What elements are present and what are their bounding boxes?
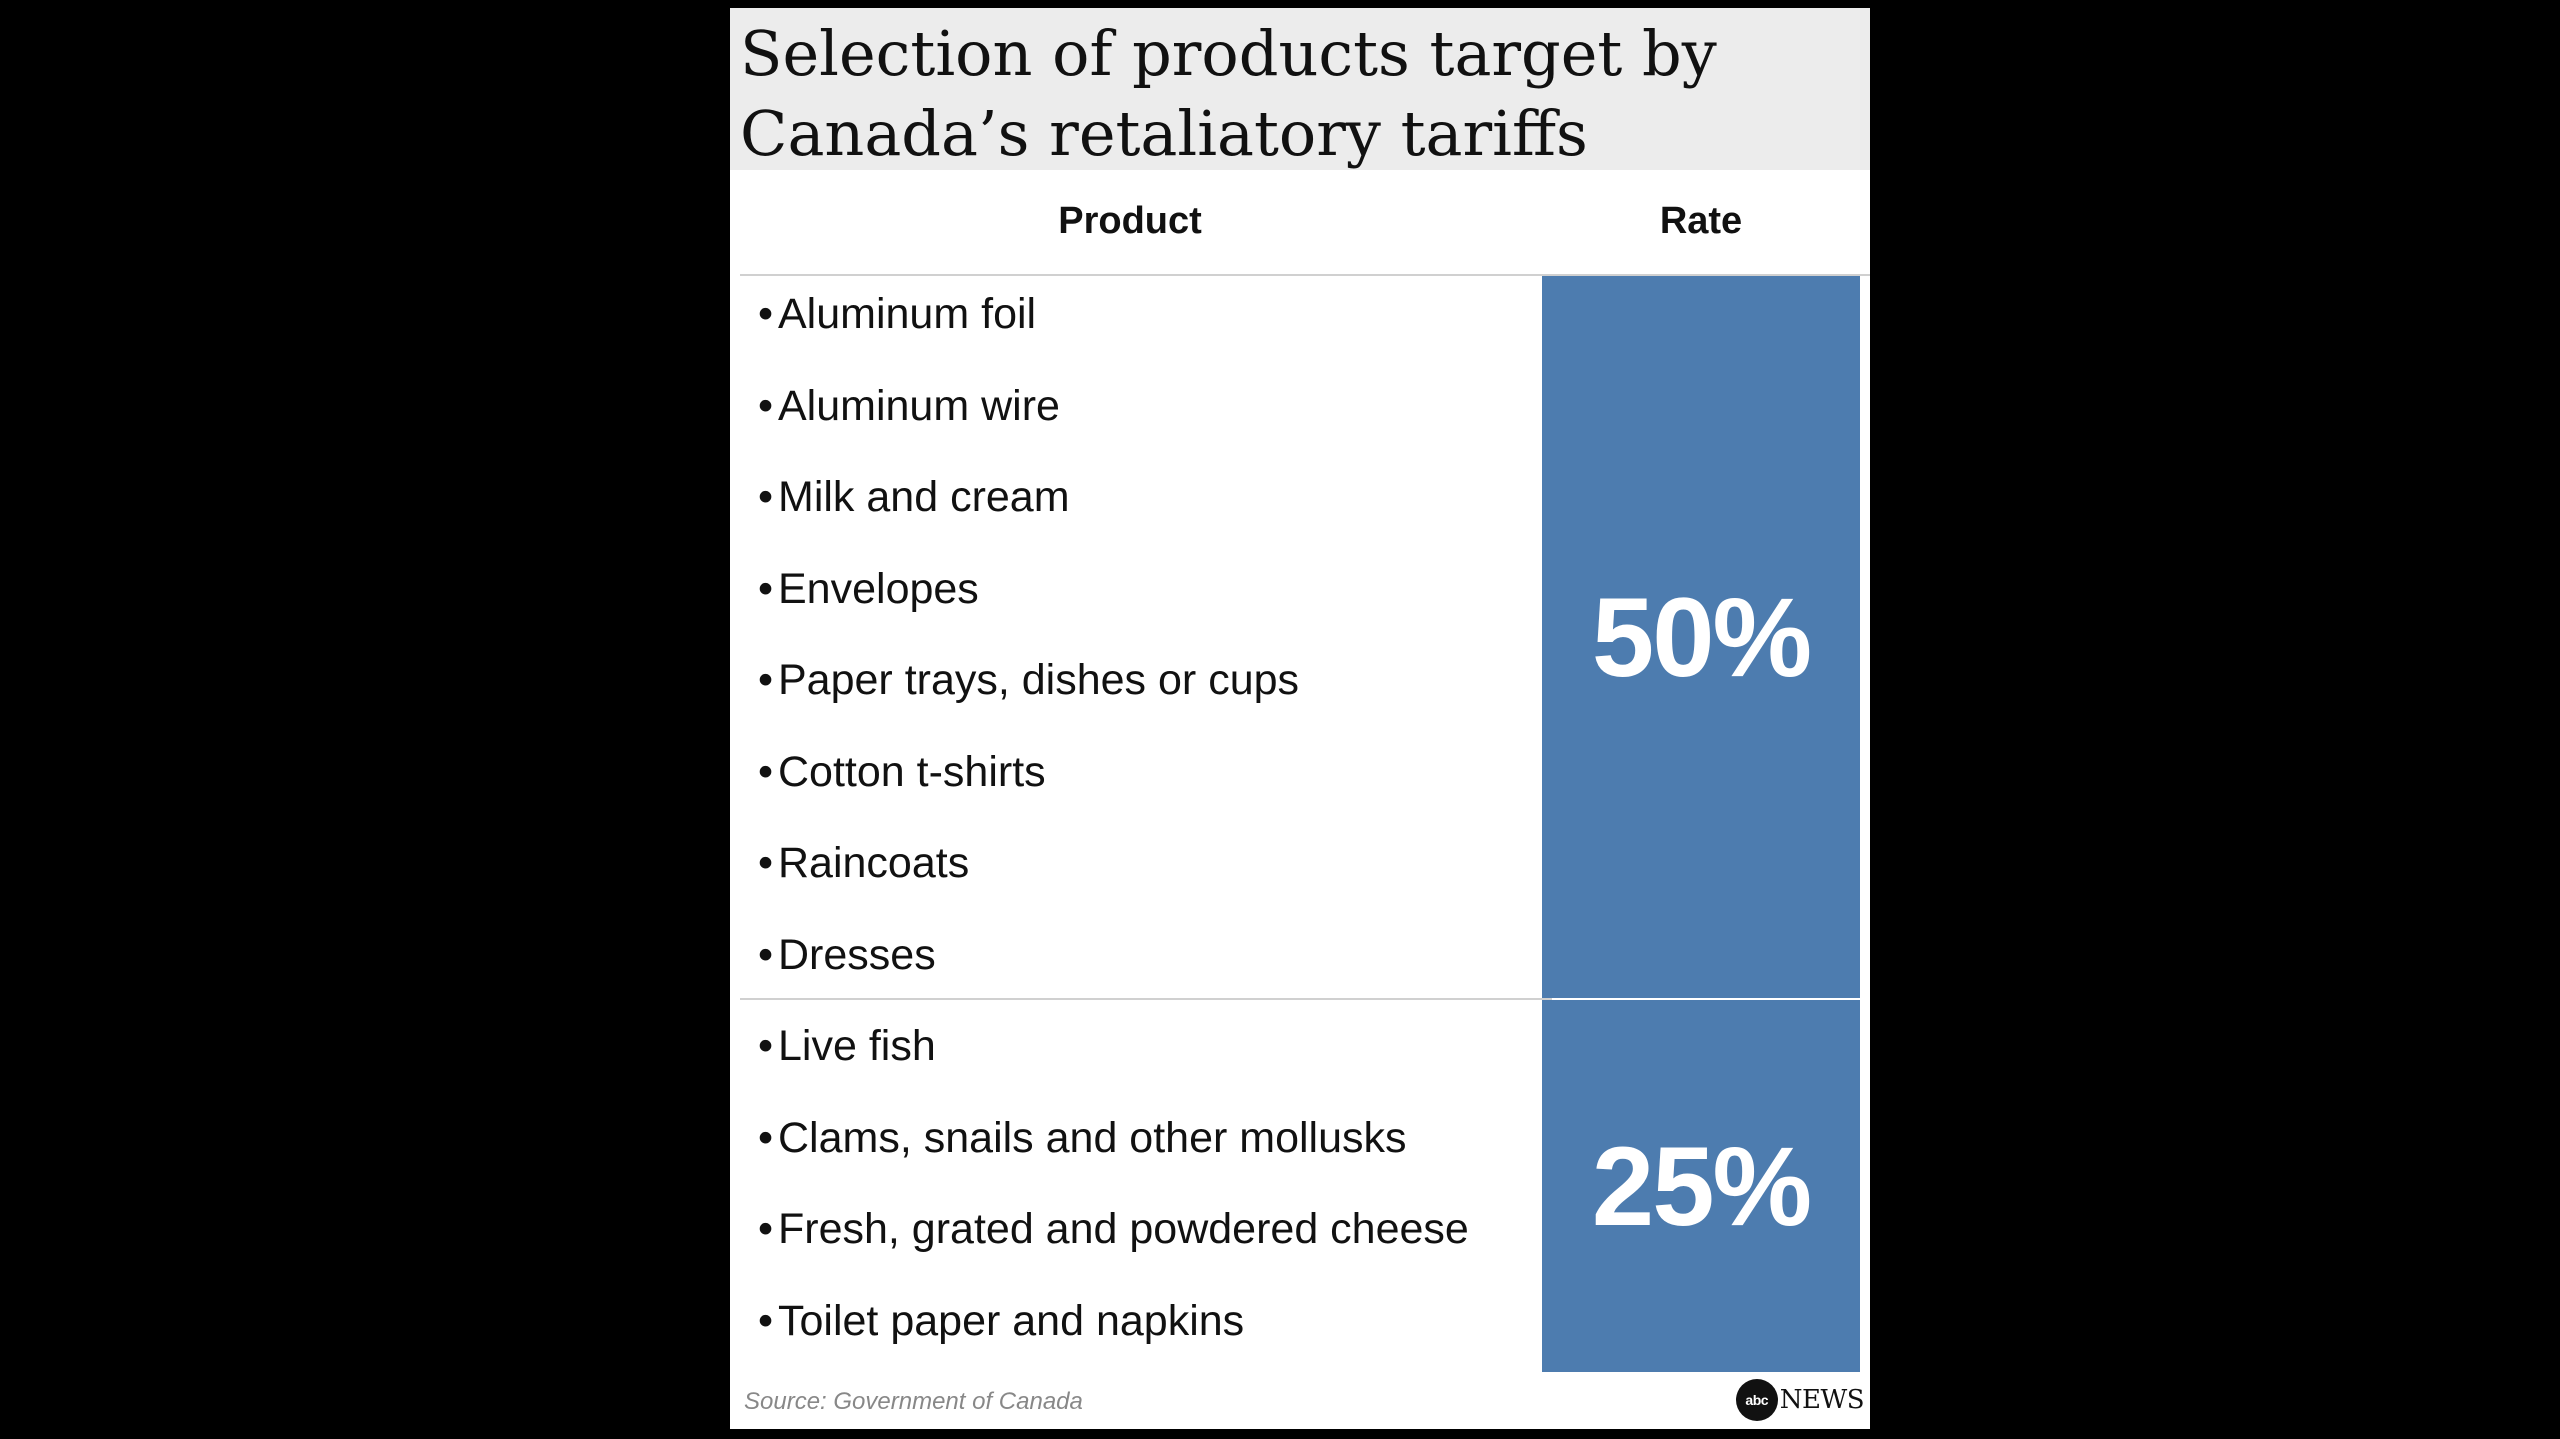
list-item: • Dresses <box>758 919 1538 1011</box>
column-header-rate: Rate <box>1659 200 1743 242</box>
logo-wordmark: NEWS <box>1779 1385 1865 1415</box>
bullet-icon: • <box>758 1205 774 1253</box>
column-header-product: Product <box>1058 200 1202 242</box>
list-item: • Clams, snails and other mollusks <box>758 1102 1538 1194</box>
list-item: • Milk and cream <box>758 461 1538 553</box>
bullet-icon: • <box>758 564 774 613</box>
product-label: Aluminum foil <box>778 290 1037 338</box>
list-item: • Raincoats <box>758 827 1538 919</box>
bullet-icon: • <box>758 290 774 338</box>
rate-value: 25% <box>1591 1123 1812 1249</box>
bullet-icon: • <box>758 930 774 979</box>
product-label: Live fish <box>778 1022 936 1070</box>
list-item: • Envelopes <box>758 553 1538 645</box>
bullet-icon: • <box>758 747 774 796</box>
list-item: • Aluminum wire <box>758 370 1538 462</box>
title-band: Selection of products target by Canada’s… <box>730 8 1870 170</box>
list-item: • Fresh, grated and powdered cheese <box>758 1193 1538 1285</box>
bullet-icon: • <box>758 1022 774 1070</box>
bullet-icon: • <box>758 656 774 704</box>
product-group-50: • Aluminum foil • Aluminum wire • Milk and … <box>758 278 1538 1010</box>
bullet-icon: • <box>758 839 774 887</box>
group-divider <box>740 998 1552 1000</box>
product-label: Aluminum wire <box>778 381 1060 430</box>
list-item: • Toilet paper and napkins <box>758 1285 1538 1377</box>
list-item: • Cotton t-shirts <box>758 736 1538 828</box>
bullet-icon: • <box>758 473 774 521</box>
list-item: • Paper trays, dishes or cups <box>758 644 1538 736</box>
bullet-icon: • <box>758 381 774 430</box>
rate-value: 50% <box>1591 574 1812 700</box>
product-label: Envelopes <box>778 564 979 613</box>
product-label: Cotton t-shirts <box>778 747 1046 796</box>
list-item: • Aluminum foil <box>758 278 1538 370</box>
source-note: Source: Government of Canada <box>744 1388 1083 1415</box>
product-group-25: • Live fish • Clams, snails and other moll… <box>758 1010 1538 1376</box>
product-label: Milk and cream <box>778 473 1070 521</box>
bullet-icon: • <box>758 1113 774 1162</box>
list-item: • Live fish <box>758 1010 1538 1102</box>
infographic-card: Selection of products target by Canada’s… <box>730 8 1870 1429</box>
product-label: Toilet paper and napkins <box>778 1296 1245 1345</box>
product-label: Raincoats <box>778 839 970 887</box>
abc-logo-icon: abc <box>1735 1379 1778 1421</box>
header-divider <box>740 274 1870 276</box>
abc-news-logo: abc NEWS <box>1735 1378 1865 1422</box>
product-label: Clams, snails and other mollusks <box>778 1113 1407 1162</box>
rate-cell-50: 50% <box>1542 276 1860 998</box>
product-label: Dresses <box>778 930 936 979</box>
page-title: Selection of products target by Canada’s… <box>740 17 1717 170</box>
rate-cell-25: 25% <box>1542 1000 1860 1372</box>
product-label: Paper trays, dishes or cups <box>778 656 1300 704</box>
product-label: Fresh, grated and powdered cheese <box>778 1205 1469 1253</box>
bullet-icon: • <box>758 1296 774 1345</box>
